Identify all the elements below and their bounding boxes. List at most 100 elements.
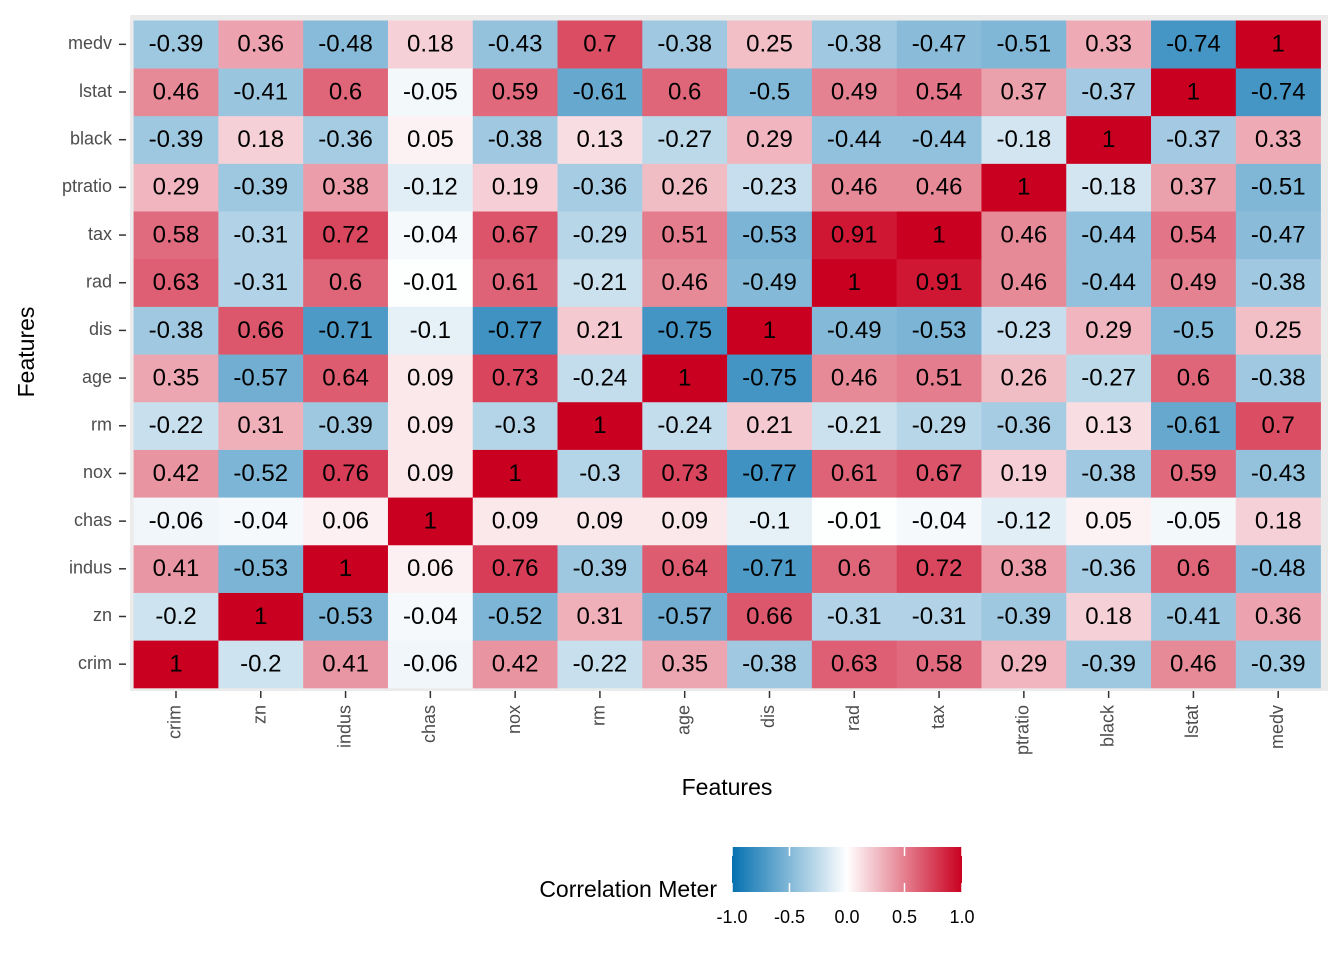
heatmap-cell — [981, 258, 1067, 307]
x-tick-label: rad — [843, 705, 863, 731]
cell-label: 1 — [508, 460, 521, 487]
cell-label: 0.91 — [916, 269, 963, 296]
cell-label: -0.44 — [827, 126, 882, 153]
heatmap-cell — [133, 68, 219, 117]
heatmap-cell — [133, 401, 219, 450]
cell-label: -0.47 — [1251, 221, 1306, 248]
cell-label: 0.46 — [1170, 651, 1217, 678]
cell-label: 0.25 — [1255, 317, 1302, 344]
heatmap-cell — [472, 497, 558, 546]
heatmap-cell — [218, 211, 304, 260]
cell-label: 0.09 — [407, 460, 454, 487]
cell-label: -0.39 — [573, 555, 628, 582]
cell-label: 0.76 — [322, 460, 369, 487]
cell-label: 0.26 — [1000, 364, 1047, 391]
cell-label: -0.23 — [742, 174, 797, 201]
heatmap-cell — [133, 20, 219, 69]
cell-label: 0.63 — [153, 269, 200, 296]
cell-label: 1 — [169, 651, 182, 678]
heatmap-cell — [896, 68, 982, 117]
cell-label: -0.3 — [579, 460, 620, 487]
heatmap-cell — [218, 163, 304, 212]
heatmap-cell — [896, 497, 982, 546]
cell-label: -0.61 — [1166, 412, 1221, 439]
heatmap-cell — [727, 211, 813, 260]
heatmap-cell — [1151, 68, 1237, 117]
cell-label: 0.29 — [153, 174, 200, 201]
heatmap-cell — [1235, 306, 1321, 355]
heatmap-cell — [981, 497, 1067, 546]
cell-label: -0.75 — [742, 364, 797, 391]
heatmap-cell — [387, 20, 474, 69]
cell-label: -0.12 — [996, 507, 1051, 534]
cell-label: -0.01 — [403, 269, 458, 296]
cell-label: 0.21 — [746, 412, 793, 439]
x-tick-label: chas — [419, 705, 439, 743]
heatmap-cell — [557, 401, 643, 450]
cell-label: -0.5 — [749, 78, 790, 105]
cell-label: -0.31 — [827, 603, 882, 630]
heatmap-cell — [896, 306, 982, 355]
cell-label: -0.38 — [742, 651, 797, 678]
heatmap-cell — [1235, 163, 1321, 212]
cell-label: -0.52 — [233, 460, 288, 487]
x-tick-label: dis — [758, 705, 778, 728]
heatmap-cell — [642, 640, 728, 689]
y-tick-label: indus — [69, 558, 112, 578]
heatmap-cell — [472, 401, 558, 450]
heatmap-cell — [1235, 258, 1321, 307]
cell-label: -0.31 — [912, 603, 967, 630]
x-axis-title: Features — [682, 774, 773, 800]
cell-label: -0.38 — [1251, 364, 1306, 391]
cell-label: 0.46 — [1000, 269, 1047, 296]
heatmap-cell — [303, 163, 389, 212]
cell-label: 0.41 — [153, 555, 200, 582]
y-tick-label: tax — [88, 224, 112, 244]
heatmap-cell — [896, 640, 982, 689]
heatmap-cell — [1151, 544, 1237, 593]
heatmap-cell — [133, 163, 219, 212]
heatmap-cell — [896, 258, 982, 307]
heatmap-cell — [811, 68, 897, 117]
cell-label: 0.38 — [322, 174, 369, 201]
heatmap-cell — [727, 592, 813, 641]
cell-label: -0.38 — [1251, 269, 1306, 296]
cell-label: 1 — [763, 317, 776, 344]
cell-label: -0.23 — [996, 317, 1051, 344]
cell-label: -0.31 — [233, 221, 288, 248]
x-tick-label: lstat — [1182, 705, 1202, 738]
heatmap-cell — [811, 497, 897, 546]
x-tick-label: indus — [334, 705, 354, 748]
heatmap-cell — [387, 211, 474, 260]
heatmap-cell — [218, 449, 304, 498]
colorbar-tick-label: 1.0 — [949, 907, 974, 927]
heatmap-cell — [557, 258, 643, 307]
cell-label: -0.75 — [657, 317, 712, 344]
cell-label: -0.43 — [1251, 460, 1306, 487]
cell-label: 0.66 — [746, 603, 793, 630]
y-tick-label: lstat — [79, 81, 112, 101]
cell-label: -0.12 — [403, 174, 458, 201]
heatmap-cell — [387, 401, 474, 450]
cell-label: -0.52 — [488, 603, 543, 630]
y-tick-label: zn — [93, 605, 112, 625]
cell-label: 1 — [848, 269, 861, 296]
cell-label: 0.37 — [1000, 78, 1047, 105]
heatmap-cell — [1235, 449, 1321, 498]
cell-label: -0.29 — [912, 412, 967, 439]
cell-label: 0.46 — [831, 364, 878, 391]
cell-label: 0.61 — [492, 269, 539, 296]
cell-label: 0.46 — [661, 269, 708, 296]
cell-label: -0.5 — [1173, 317, 1214, 344]
heatmap-cell — [1151, 20, 1237, 69]
cell-label: 0.13 — [577, 126, 624, 153]
heatmap-cell — [303, 449, 389, 498]
heatmap-cell — [811, 211, 897, 260]
cell-label: 0.37 — [1170, 174, 1217, 201]
cell-label: 0.09 — [577, 507, 624, 534]
heatmap-cell — [981, 306, 1067, 355]
heatmap-cell — [303, 640, 389, 689]
heatmap-cell — [557, 211, 643, 260]
heatmap-cell — [1235, 497, 1321, 546]
y-tick-label: rad — [86, 271, 112, 291]
